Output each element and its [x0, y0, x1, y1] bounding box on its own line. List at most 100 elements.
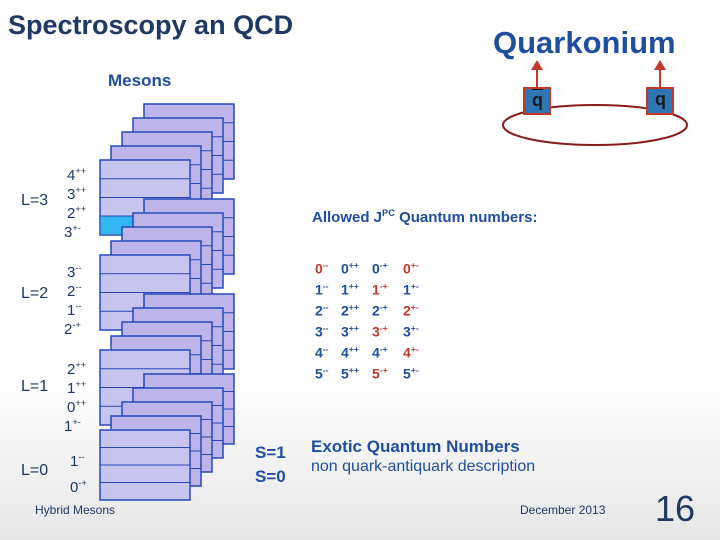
arrow-head [531, 60, 543, 70]
exotic-title: Exotic Quantum Numbers [311, 437, 520, 456]
jpc-j: 5 [341, 365, 349, 382]
jpc-pc: ++ [348, 281, 359, 291]
state: 2-- [67, 278, 82, 301]
jpc-pc: -+ [379, 344, 388, 354]
state-j: 3 [67, 186, 76, 203]
jpc-cell: 2-+ [372, 302, 388, 319]
footer-date: December 2013 [520, 503, 606, 517]
state: 1-- [70, 448, 85, 471]
jpc-pc: -+ [379, 323, 388, 333]
footer-left: Hybrid Mesons [35, 503, 116, 517]
state-j: 2 [67, 205, 76, 222]
jpc-cell: 0-- [315, 260, 329, 277]
jpc-cell: 3++ [341, 323, 359, 340]
mesons-label: Mesons [108, 71, 172, 90]
state-pc: -- [75, 263, 82, 273]
spin-label: S=0 [255, 467, 286, 486]
orbit [502, 104, 688, 146]
state-j: 1 [67, 380, 76, 397]
jpc-cell: 4-- [315, 344, 329, 361]
jpc-pc: +- [410, 302, 419, 312]
state-j: 4 [67, 167, 76, 184]
state-pc: ++ [75, 398, 87, 408]
jpc-pc: -- [322, 323, 329, 333]
jpc-cell: 0++ [341, 260, 359, 277]
state: 3++ [67, 181, 86, 204]
jpc-pc: ++ [348, 260, 359, 270]
state: 1-- [67, 297, 82, 320]
jpc-cell: 4-+ [372, 344, 388, 361]
state: 3+- [64, 219, 81, 242]
jpc-cell: 5-- [315, 365, 329, 382]
jpc-pc: -- [322, 344, 329, 354]
exotic-description: non quark-antiquark description [311, 458, 536, 475]
state-j: 2 [67, 283, 76, 300]
quark: q [655, 89, 666, 109]
state: 3-- [67, 259, 82, 282]
state-j: 2 [64, 321, 73, 338]
jpc-pc: ++ [348, 365, 359, 375]
jpc-j: 1 [315, 281, 323, 298]
title: Spectroscopy an QCD [8, 10, 294, 40]
jpc-j: 1 [341, 281, 349, 298]
state-j: 1 [67, 302, 76, 319]
jpc-heading-post: Quantum numbers: [394, 209, 538, 226]
state-pc: -- [75, 301, 82, 311]
jpc-pc: ++ [348, 302, 359, 312]
jpc-j: 5 [315, 365, 323, 382]
jpc-cell: 4++ [341, 344, 359, 361]
jpc-pc: +- [410, 344, 419, 354]
jpc-pc: -- [322, 365, 329, 375]
state: 2-+ [64, 316, 81, 339]
state: 4++ [67, 162, 86, 185]
jpc-j: 3 [341, 323, 349, 340]
jpc-pc: +- [410, 281, 419, 291]
jpc-j: 2 [341, 302, 349, 319]
state-pc: -- [75, 282, 82, 292]
state-pc: -+ [72, 320, 81, 330]
jpc-j: 3 [315, 323, 323, 340]
jpc-j: 3 [372, 323, 380, 340]
jpc-pc: +- [410, 323, 419, 333]
state: 0++ [67, 394, 86, 417]
state-pc: ++ [75, 360, 87, 370]
jpc-pc: -- [322, 281, 329, 291]
state-pc: +- [72, 417, 81, 427]
jpc-j: 4 [341, 344, 349, 361]
jpc-cell: 1+- [403, 281, 419, 298]
state: 0-+ [70, 474, 87, 497]
jpc-j: 0 [372, 260, 380, 277]
jpc-cell: 5+- [403, 365, 419, 382]
jpc-j: 1 [372, 281, 380, 298]
jpc-cell: 2-- [315, 302, 329, 319]
state-j: 2 [67, 361, 76, 378]
jpc-j: 0 [341, 260, 349, 277]
jpc-heading-pre: Allowed J [312, 209, 383, 226]
state-j: 3 [67, 264, 76, 281]
state-pc: -- [78, 452, 85, 462]
quark-box [646, 87, 674, 115]
jpc-cell: 1-+ [372, 281, 388, 298]
state-pc: ++ [75, 379, 87, 389]
jpc-cell: 5-+ [372, 365, 388, 382]
jpc-j: 2 [372, 302, 380, 319]
jpc-cell: 1++ [341, 281, 359, 298]
jpc-j: 0 [315, 260, 323, 277]
state-j: 1 [64, 418, 73, 435]
jpc-pc: -- [322, 302, 329, 312]
state: 2++ [67, 356, 86, 379]
state: 1+- [64, 413, 81, 436]
jpc-cell: 0-+ [372, 260, 388, 277]
jpc-j: 4 [372, 344, 380, 361]
jpc-pc: -+ [379, 260, 388, 270]
state-j: 0 [67, 399, 76, 416]
antiquark: q [532, 90, 543, 110]
jpc-j: 5 [372, 365, 380, 382]
jpc-pc: -+ [379, 365, 388, 375]
jpc-j: 5 [403, 365, 411, 382]
level-label: L=3 [21, 192, 49, 209]
jpc-cell: 5++ [341, 365, 359, 382]
jpc-j: 4 [315, 344, 323, 361]
